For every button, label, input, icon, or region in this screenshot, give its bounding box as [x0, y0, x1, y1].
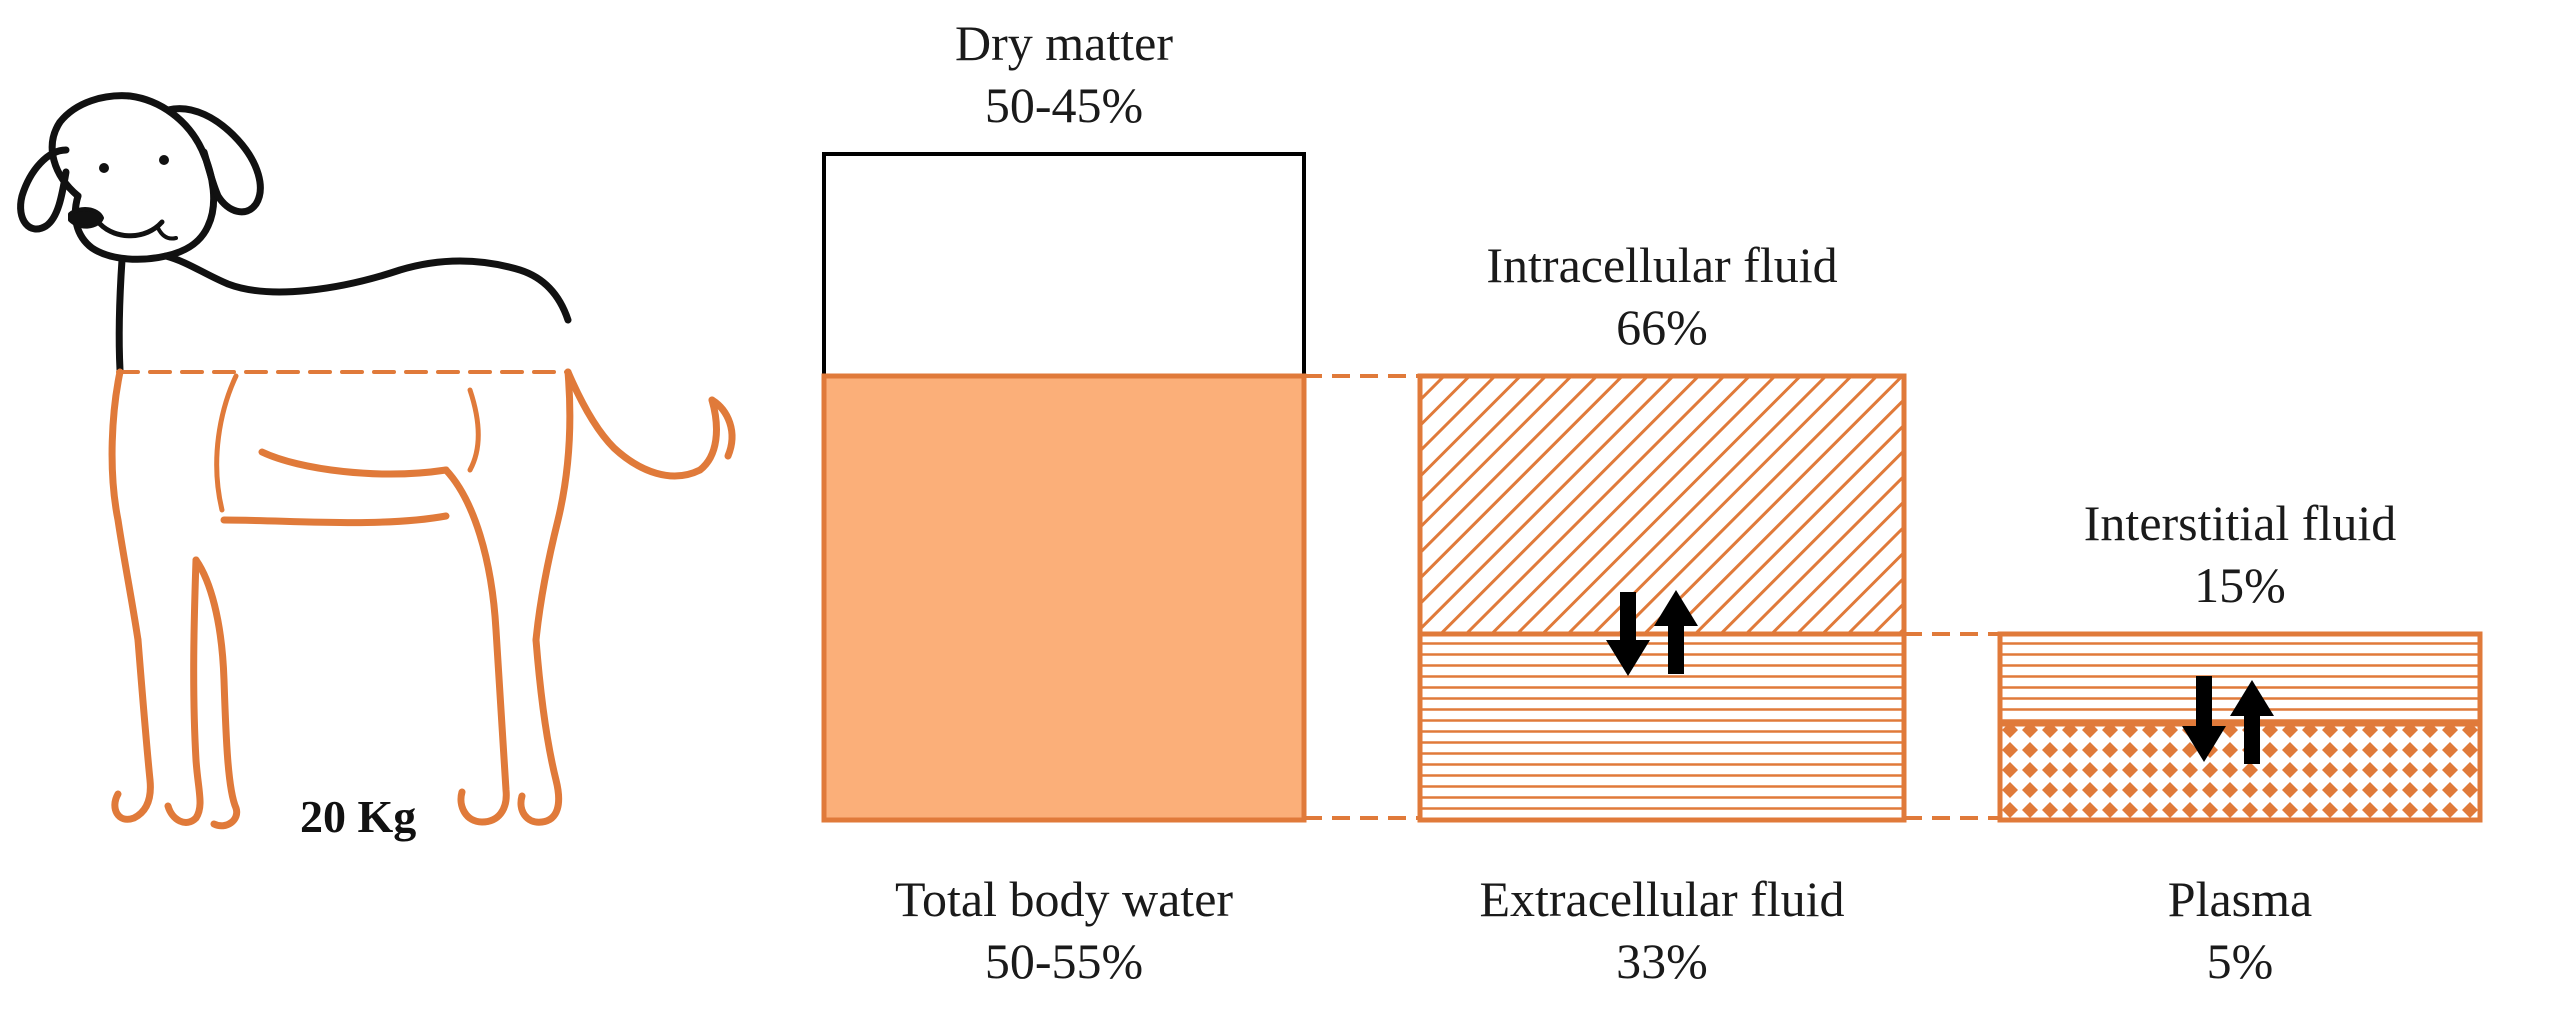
interstitial-fluid-label: Interstitial fluid 15%	[1980, 492, 2500, 616]
total-body-water-box	[821, 373, 1307, 823]
extracellular-fluid-box	[1417, 631, 1907, 823]
arrow-down-icon	[1606, 592, 1650, 676]
plasma-box	[1997, 721, 2483, 823]
arrow-up-icon	[1654, 590, 1698, 674]
plasma-percent: 5%	[2206, 933, 2274, 989]
dog-body	[108, 368, 736, 830]
total-body-water-name: Total body water	[894, 871, 1234, 927]
extracellular-fluid-name: Extracellular fluid	[1479, 871, 1845, 927]
interstitial-fluid-percent: 15%	[2194, 557, 2286, 613]
intracellular-fluid-label: Intracellular fluid 66%	[1400, 234, 1924, 358]
weight-label: 20 Kg	[300, 791, 417, 842]
extracellular-fluid-label: Extracellular fluid 33%	[1400, 868, 1924, 992]
exchange-arrows-icf-ecf	[1606, 590, 1698, 676]
intracellular-fluid-name: Intracellular fluid	[1486, 237, 1838, 293]
dry-matter-label: Dry matter 50-45%	[824, 12, 1304, 136]
dog-head	[17, 92, 572, 374]
arrow-up-icon	[2230, 680, 2274, 764]
dry-matter-name: Dry matter	[955, 15, 1173, 71]
plasma-label: Plasma 5%	[1980, 868, 2500, 992]
arrow-down-icon	[2182, 676, 2226, 762]
total-body-water-label: Total body water 50-55%	[804, 868, 1324, 992]
total-body-water-percent: 50-55%	[984, 933, 1144, 989]
exchange-arrows-isf-plasma	[2182, 676, 2274, 764]
intracellular-fluid-box	[1417, 373, 1907, 637]
extracellular-fluid-percent: 33%	[1616, 933, 1708, 989]
plasma-name: Plasma	[2167, 871, 2313, 927]
intracellular-fluid-percent: 66%	[1616, 299, 1708, 355]
dog-icon	[17, 92, 736, 830]
dry-matter-percent: 50-45%	[984, 77, 1144, 133]
interstitial-fluid-name: Interstitial fluid	[2083, 495, 2397, 551]
dry-matter-box	[822, 152, 1306, 378]
